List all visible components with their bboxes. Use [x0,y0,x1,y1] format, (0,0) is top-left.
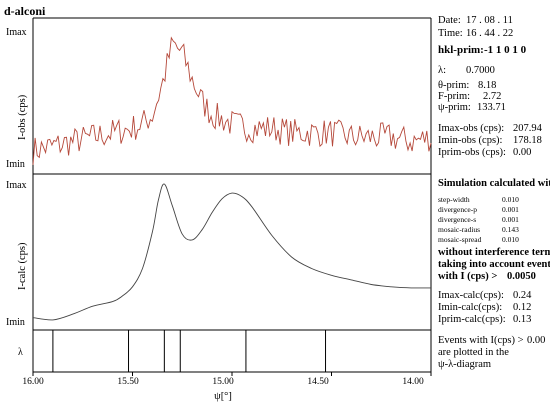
events-line-3: ψ-λ-diagram [438,359,492,370]
psi-prim-label: ψ-prim: [438,102,471,113]
x-tick-label: 14.00 [402,377,424,387]
param-name: step-width [438,195,470,204]
param-value: 0.001 [502,215,519,224]
calc-ylabel: I-calc (cps) [17,242,28,290]
imin-obs-value: 178.18 [513,135,542,146]
obs-imax-label: Imax [6,27,27,38]
plot-frame [32,17,432,373]
lambda-lines [52,330,327,372]
param-name: mosaic-radius [438,225,481,234]
calculated-curve [32,183,432,321]
iprim-calc-label: Iprim-calc(cps): [438,314,506,325]
observed-line [32,36,432,165]
time-value: 16 . 44 . 22 [466,28,514,39]
x-tick-label: 16.00 [22,377,44,387]
window-title: d-alconi [4,4,46,18]
f-prim-label: F-prim: [438,91,471,102]
x-tick-label: 15.00 [212,377,234,387]
calculated-line [32,183,432,321]
iprim-obs-value: 0.00 [513,147,532,158]
note-line-2: taking into account events [438,259,550,270]
imax-obs-value: 207.94 [513,123,542,134]
iprim-obs-label: Iprim-obs (cps): [438,147,506,158]
note-line-3: with I (cps) > [438,271,498,282]
lambda-panel-label: λ [18,347,23,358]
imax-calc-value: 0.24 [513,290,532,301]
calc-imax-label: Imax [6,180,27,191]
x-tick-label: 15.50 [117,377,139,387]
theta-label: θ-prim: [438,80,470,91]
theta-value: 8.18 [478,80,497,91]
lambda-value: 0.7000 [466,65,495,76]
x-tick-label: 14.50 [307,377,329,387]
observed-curve [32,36,432,165]
x-axis-label: ψ[°] [214,391,232,402]
events-line-1: Events with I(cps) > [438,335,524,346]
imax-calc-label: Imax-calc(cps): [438,290,504,301]
param-value: 0.010 [502,235,519,244]
simulation-title: Simulation calculated with [438,178,550,189]
imin-obs-label: Imin-obs (cps): [438,135,503,146]
lambda-label: λ: [438,65,447,76]
date-value: 17 . 08 . 11 [466,15,513,26]
imax-obs-label: Imax-obs (cps): [438,123,505,134]
imin-calc-label: Imin-calc(cps): [438,302,503,313]
note-threshold: 0.0050 [507,271,536,282]
param-value: 0.010 [502,195,519,204]
param-name: divergence-p [438,205,478,214]
hkl-value: -1 1 0 1 0 [484,44,527,56]
hkl-label: hkl-prim: [438,44,484,56]
param-name: divergence-s [438,215,477,224]
param-name: mosaic-spread [438,235,482,244]
time-label: Time: [438,28,463,39]
obs-ylabel: I-obs (cps) [17,94,28,140]
iprim-calc-value: 0.13 [513,314,532,325]
date-label: Date: [438,15,461,26]
events-threshold: 0.00 [527,335,546,346]
psi-prim-value: 133.71 [477,102,506,113]
calc-imin-label: Imin [6,317,25,328]
events-line-2: are plotted in the [438,347,509,358]
param-value: 0.001 [502,205,519,214]
f-prim-value: 2.72 [483,91,502,102]
imin-calc-value: 0.12 [513,302,532,313]
obs-imin-label: Imin [6,159,25,170]
param-value: 0.143 [502,225,519,234]
x-axis-ticks [32,372,432,376]
note-line-1: without interference term, [438,247,550,258]
